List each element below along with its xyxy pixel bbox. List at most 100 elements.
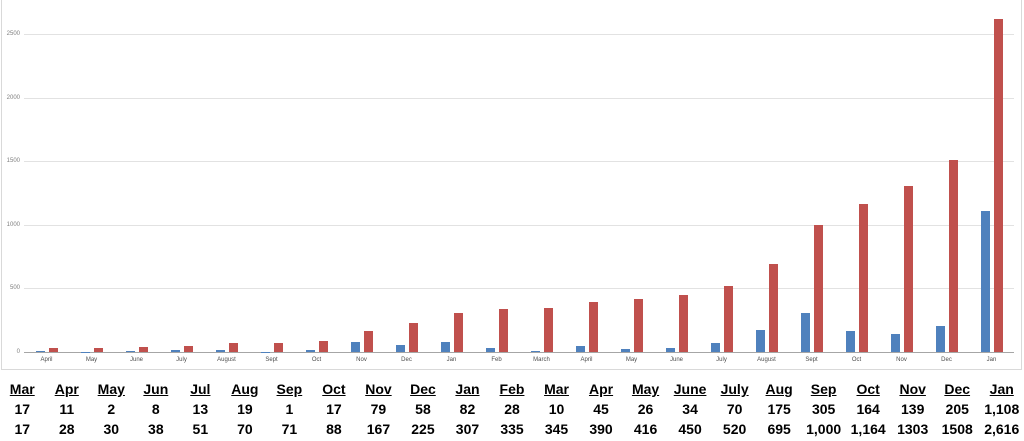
table-header-cell: June (673, 381, 707, 397)
table-cumulative-cell: 2,616 (984, 421, 1020, 437)
table-cumulative-cell: 335 (500, 421, 524, 437)
table-header-cell: Apr (54, 381, 79, 397)
table-header-cell: May (97, 381, 125, 397)
bar-monthly (170, 350, 180, 352)
table-monthly-cell: 305 (811, 401, 836, 417)
bar-cumulative (993, 19, 1003, 352)
bar-cumulative (183, 345, 193, 352)
bar-monthly (350, 341, 360, 352)
bar-monthly (305, 349, 315, 352)
bar-cumulative (93, 348, 103, 352)
table-header-cell: Feb (499, 381, 525, 397)
table-header-cell: Jun (143, 381, 169, 397)
table-cumulative-cell: 416 (633, 421, 658, 437)
table-monthly-cell: 34 (682, 401, 698, 417)
bar-cumulative (363, 330, 373, 352)
bar-monthly (890, 334, 900, 352)
bar-cumulative (948, 160, 958, 352)
table-monthly-cell: 82 (459, 401, 476, 417)
table-cumulative-cell: 345 (544, 421, 569, 437)
x-axis-line (24, 352, 1014, 353)
bar-monthly (620, 348, 630, 352)
x-axis-category-label: July (176, 357, 187, 363)
bar-cumulative (228, 343, 238, 352)
table-header-cell: Mar (9, 381, 35, 397)
table-cumulative-cell: 1,164 (850, 421, 886, 437)
bar-monthly (35, 350, 45, 352)
bar-cumulative (903, 186, 913, 352)
bar-monthly (665, 347, 675, 352)
bar-cumulative (588, 302, 598, 352)
table-monthly-cell: 10 (548, 401, 565, 417)
table-header-cell: Jan (455, 381, 480, 397)
bar-monthly (845, 331, 855, 352)
table-header-cell: Jan (989, 381, 1014, 397)
table-header-cell: Jul (190, 381, 211, 397)
table-cumulative-cell: 51 (192, 421, 209, 437)
table-cumulative-cell: 450 (678, 421, 702, 437)
x-axis-category-label: April (40, 357, 53, 363)
table-monthly-cell: 70 (726, 401, 743, 417)
table-header-cell: May (631, 381, 660, 397)
table-cumulative-cell: 28 (58, 421, 75, 437)
x-axis-category-label: August (217, 357, 236, 363)
month-data-table: Mar Apr May Jun Jul Aug Sep Oct Nov Dec Jan Feb Mar A… (0, 379, 1024, 439)
bar-monthly (575, 346, 585, 352)
table-cumulative-cell: 1303 (897, 421, 929, 437)
table-monthly-cell: 139 (901, 401, 925, 417)
bar-cumulative (768, 263, 778, 352)
table-header-cell: July (720, 381, 749, 397)
bar-monthly (710, 343, 720, 352)
y-axis-tick-label: 1500 (6, 158, 20, 165)
bar-cumulative (408, 323, 418, 352)
bar-monthly (125, 350, 135, 352)
table-header-cell: Sep (276, 381, 303, 397)
table-cumulative-cell: 225 (411, 421, 435, 437)
x-axis-category-label: Oct (851, 357, 862, 363)
x-axis-category-label: Nov (356, 357, 367, 363)
table-cumulative-cell: 30 (103, 421, 120, 437)
bar-cumulative (813, 224, 823, 352)
x-axis-category-label: March (533, 357, 550, 363)
x-axis-category-label: Feb (491, 357, 502, 363)
x-axis-category-label: August (757, 357, 776, 363)
bar-monthly (755, 329, 765, 352)
bar-monthly (935, 325, 945, 352)
bar-cumulative (678, 294, 688, 352)
column-chart: 0 500 1000 1500 2000 2500 April May June July Augu… (1, 0, 1022, 370)
x-axis-category-label: June (129, 357, 143, 363)
bar-cumulative (498, 309, 508, 352)
bar-monthly (800, 313, 810, 352)
x-axis-category-label: Jan (986, 357, 997, 363)
table-header-cell: Oct (856, 381, 880, 397)
table-monthly-cell: 1 (285, 401, 294, 417)
table-cumulative-cell: 1,000 (806, 421, 842, 437)
table-cumulative-cell: 167 (366, 421, 391, 437)
x-axis-category-label: Nov (896, 357, 907, 363)
x-axis-category-label: Oct (311, 357, 322, 363)
bar-cumulative (318, 340, 328, 352)
table-header-cell: Aug (765, 381, 793, 397)
table-cumulative-cell: 38 (148, 421, 164, 437)
x-axis-category-label: April (580, 357, 593, 363)
x-axis-category-label: Dec (401, 357, 412, 363)
table-header-cell: Dec (410, 381, 436, 397)
table-header-cell: Aug (231, 381, 259, 397)
table-header-cell: Dec (944, 381, 971, 397)
gridline (24, 97, 1014, 99)
table-monthly-cell: 8 (151, 401, 160, 417)
table-monthly-cell: 175 (767, 401, 791, 417)
table-monthly-cell: 13 (192, 401, 209, 417)
table-cumulative-cell: 390 (589, 421, 613, 437)
bar-cumulative (633, 299, 643, 352)
bar-monthly (215, 349, 225, 352)
table-header-cell: Oct (322, 381, 346, 397)
table-monthly-cell: 79 (370, 401, 387, 417)
table-cumulative-cell: 695 (767, 421, 791, 437)
table-monthly-cell: 2 (107, 401, 116, 417)
table-monthly-cell: 45 (593, 401, 609, 417)
table-cumulative-cell: 70 (237, 421, 253, 437)
table-monthly-cell: 28 (504, 401, 520, 417)
table-header-cell: Apr (588, 381, 614, 397)
gridline (24, 224, 1014, 226)
